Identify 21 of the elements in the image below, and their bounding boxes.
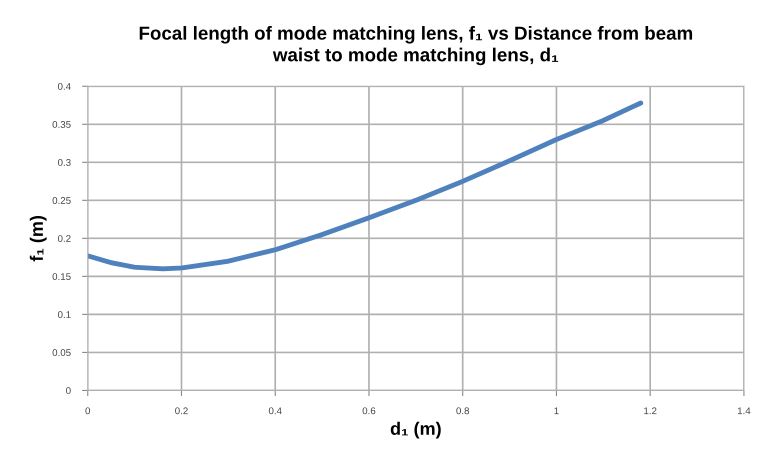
x-tick-label: 1: [554, 407, 559, 414]
x-tick-label: 0.6: [362, 407, 376, 414]
x-tick-label: 0: [85, 407, 90, 414]
x-axis-title: d₁ (m): [390, 422, 441, 439]
y-tick-label: 0.1: [58, 311, 71, 318]
chart-title: Focal length of mode matching lens, f₁ vs Distance from beam waist to mode matching lens, d₁: [140, 26, 692, 66]
x-tick-label: 1.2: [644, 407, 656, 414]
y-tick-label: 0.2: [58, 235, 71, 242]
y-tick-label: 0.3: [58, 159, 71, 166]
y-tick-label: 0.4: [58, 82, 71, 90]
y-tick-label: 0.25: [52, 197, 71, 204]
y-tick-label: 0.05: [52, 349, 71, 356]
y-axis-title: f₁ (m): [30, 216, 47, 262]
x-tick-label: 0.4: [268, 407, 282, 414]
x-tick-label: 0.2: [175, 407, 188, 414]
y-tick-label: 0.15: [52, 273, 71, 280]
y-tick-label: 0: [66, 387, 71, 394]
x-tick-label: 1.4: [738, 407, 750, 414]
line-series: [88, 100, 644, 272]
x-tick-label: 0.8: [456, 407, 470, 414]
y-tick-label: 0.35: [52, 121, 71, 128]
